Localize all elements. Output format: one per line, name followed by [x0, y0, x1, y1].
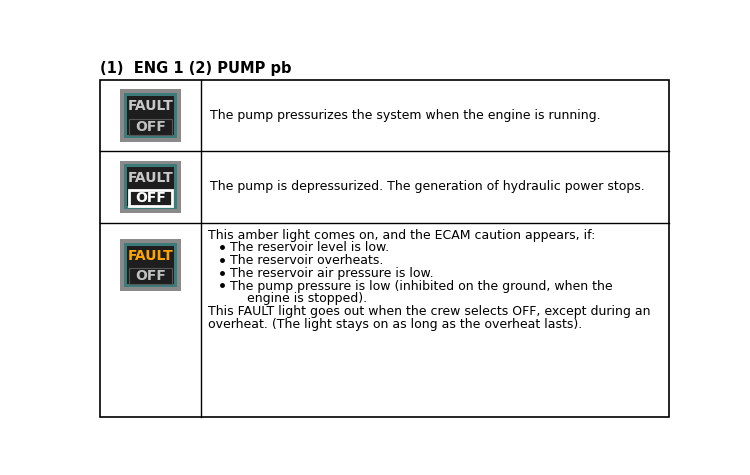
- Text: The pump pressurizes the system when the engine is running.: The pump pressurizes the system when the…: [210, 109, 601, 122]
- Text: FAULT: FAULT: [128, 99, 173, 113]
- Text: FAULT: FAULT: [128, 171, 173, 184]
- Text: This FAULT light goes out when the crew selects OFF, except during an: This FAULT light goes out when the crew …: [209, 305, 651, 318]
- Text: engine is stopped).: engine is stopped).: [248, 292, 368, 305]
- Text: This amber light comes on, and the ECAM caution appears, if:: This amber light comes on, and the ECAM …: [209, 228, 596, 242]
- Bar: [127, 96, 173, 135]
- Text: FAULT: FAULT: [128, 248, 173, 263]
- Bar: [129, 119, 172, 135]
- Bar: [120, 161, 181, 213]
- Bar: [120, 89, 181, 142]
- Bar: [127, 246, 173, 284]
- Text: The reservoir level is low.: The reservoir level is low.: [230, 241, 389, 255]
- Text: OFF: OFF: [135, 191, 166, 205]
- Text: OFF: OFF: [135, 120, 166, 133]
- Text: The reservoir air pressure is low.: The reservoir air pressure is low.: [230, 267, 434, 280]
- Text: The reservoir overheats.: The reservoir overheats.: [230, 254, 383, 267]
- Text: OFF: OFF: [135, 269, 166, 283]
- Text: (1)  ENG 1 (2) PUMP pb: (1) ENG 1 (2) PUMP pb: [100, 61, 292, 76]
- Text: overheat. (The light stays on as long as the overheat lasts).: overheat. (The light stays on as long as…: [209, 318, 583, 331]
- Bar: [124, 243, 177, 287]
- Bar: [129, 190, 172, 206]
- Text: The pump pressure is low (inhibited on the ground, when the: The pump pressure is low (inhibited on t…: [230, 279, 613, 293]
- Text: The pump is depressurized. The generation of hydraulic power stops.: The pump is depressurized. The generatio…: [210, 180, 645, 193]
- Bar: [127, 168, 173, 206]
- Bar: [124, 93, 177, 138]
- Bar: [120, 239, 181, 291]
- Bar: [124, 164, 177, 209]
- Bar: [129, 268, 172, 284]
